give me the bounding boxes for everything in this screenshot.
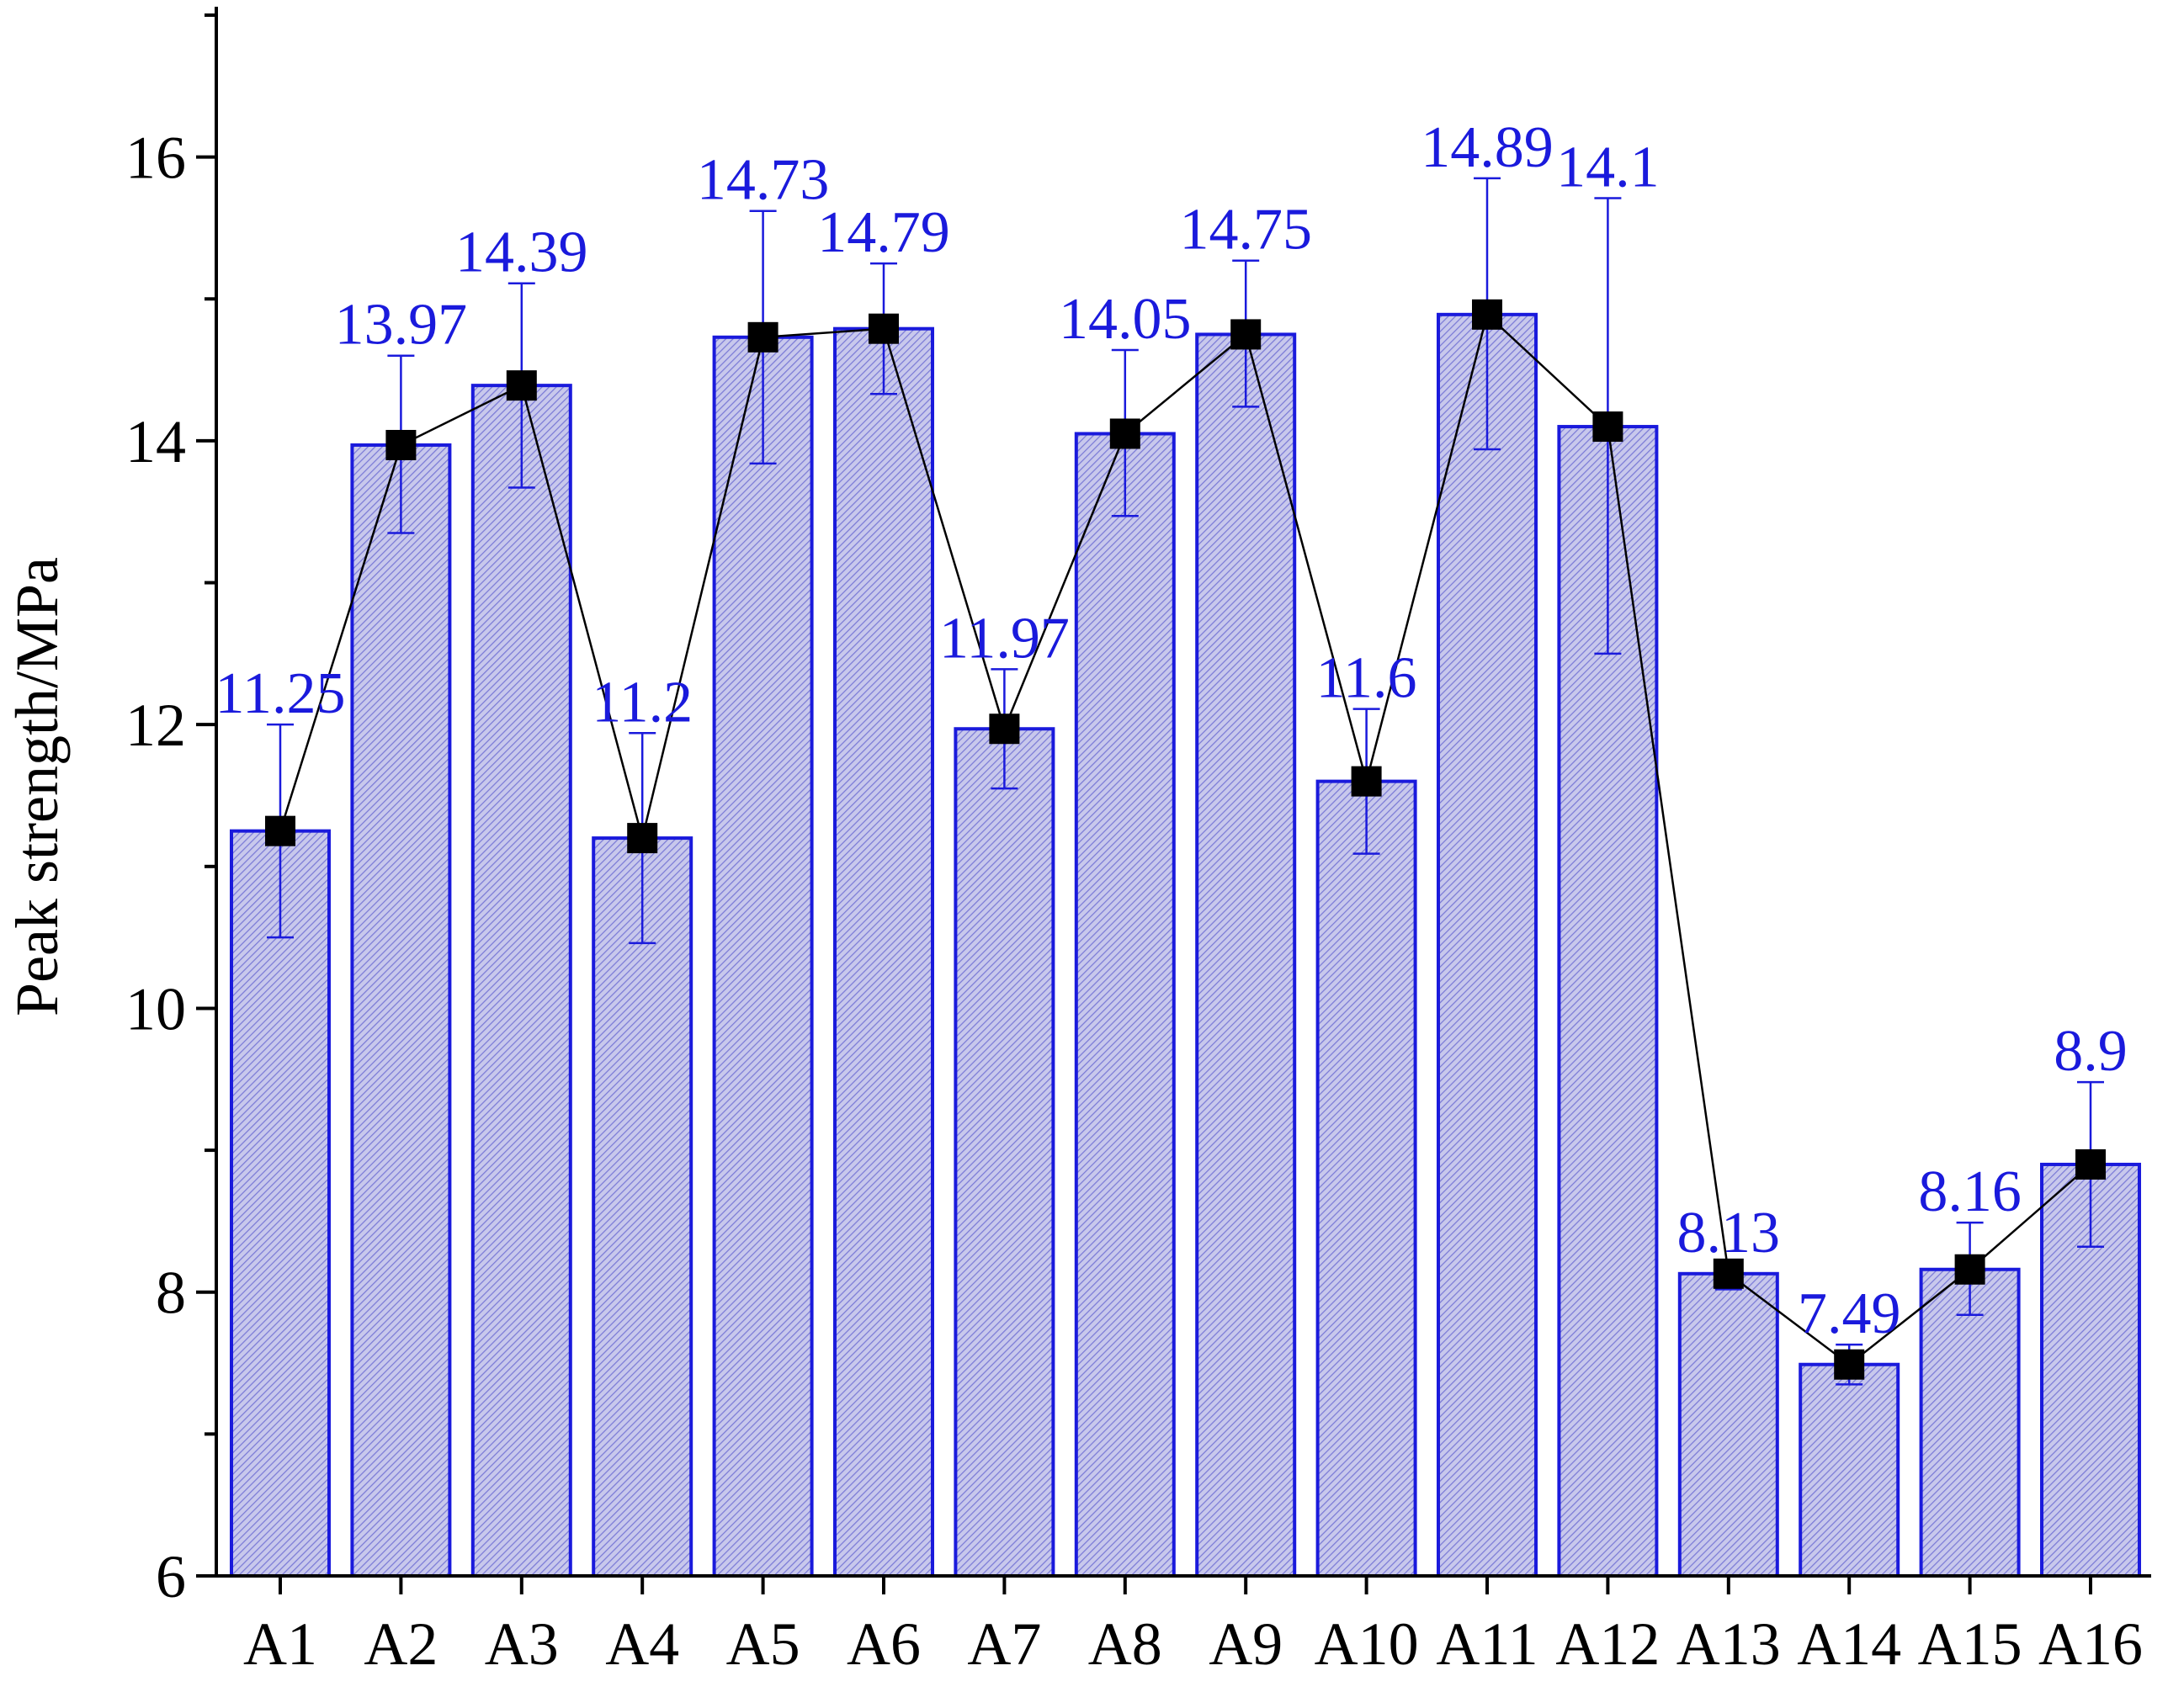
marker-A9 bbox=[1230, 319, 1262, 350]
marker-A6 bbox=[869, 313, 899, 344]
bar-A11 bbox=[1437, 312, 1538, 1578]
value-label-A8: 14.05 bbox=[1059, 287, 1192, 352]
marker-A13 bbox=[1713, 1258, 1744, 1289]
y-axis-title: Peak strength/MPa bbox=[3, 557, 71, 1016]
x-tick-label-A7: A7 bbox=[967, 1610, 1041, 1678]
x-tick-label-A5: A5 bbox=[726, 1610, 800, 1678]
bar-A2 bbox=[350, 443, 452, 1578]
bar-A5 bbox=[712, 335, 814, 1578]
value-label-A16: 8.9 bbox=[2054, 1019, 2128, 1084]
marker-A7 bbox=[989, 713, 1020, 745]
bar-A1 bbox=[230, 829, 331, 1578]
bar-A14 bbox=[1799, 1362, 1900, 1578]
connecting-line bbox=[279, 312, 2091, 1366]
value-label-A11: 14.89 bbox=[1421, 115, 1554, 180]
value-label-A3: 14.39 bbox=[455, 220, 588, 285]
value-label-A7: 11.97 bbox=[939, 606, 1070, 671]
bar-A6 bbox=[833, 326, 934, 1578]
marker-A8 bbox=[1109, 418, 1140, 449]
marker-A15 bbox=[1954, 1254, 1985, 1285]
bar-A10 bbox=[1315, 779, 1417, 1578]
marker-A5 bbox=[747, 321, 778, 353]
y-tick-label-12: 12 bbox=[125, 692, 186, 759]
bar-A7 bbox=[954, 727, 1055, 1578]
bar-A3 bbox=[470, 384, 572, 1578]
x-tick-label-A9: A9 bbox=[1209, 1610, 1283, 1678]
marker-A14 bbox=[1834, 1349, 1865, 1380]
marker-A4 bbox=[627, 823, 658, 854]
x-tick-label-A12: A12 bbox=[1555, 1610, 1660, 1678]
x-tick-label-A6: A6 bbox=[847, 1610, 921, 1678]
value-label-A15: 8.16 bbox=[1918, 1159, 2022, 1224]
y-tick-label-14: 14 bbox=[125, 408, 186, 475]
marker-A2 bbox=[385, 429, 417, 460]
x-tick-label-A15: A15 bbox=[1918, 1610, 2022, 1678]
x-tick-label-A14: A14 bbox=[1797, 1610, 1901, 1678]
bar-A13 bbox=[1677, 1271, 1779, 1578]
x-tick-label-A2: A2 bbox=[364, 1610, 438, 1678]
x-tick-label-A11: A11 bbox=[1436, 1610, 1538, 1678]
x-tick-label-A13: A13 bbox=[1676, 1610, 1781, 1678]
value-label-A6: 14.79 bbox=[817, 200, 950, 265]
y-tick-label-10: 10 bbox=[125, 975, 186, 1042]
x-tick-label-A10: A10 bbox=[1315, 1610, 1419, 1678]
marker-A10 bbox=[1351, 766, 1382, 797]
value-label-A14: 7.49 bbox=[1798, 1281, 1901, 1346]
x-tick-label-A3: A3 bbox=[485, 1610, 559, 1678]
bar-A8 bbox=[1074, 432, 1176, 1578]
x-tick-label-A16: A16 bbox=[2038, 1610, 2143, 1678]
marker-A16 bbox=[2075, 1148, 2106, 1180]
value-label-A4: 11.2 bbox=[592, 670, 693, 735]
marker-A12 bbox=[1592, 411, 1623, 443]
x-tick-label-A1: A1 bbox=[243, 1610, 317, 1678]
value-label-A10: 11.6 bbox=[1316, 646, 1417, 711]
x-tick-label-A4: A4 bbox=[605, 1610, 679, 1678]
value-label-A5: 14.73 bbox=[697, 148, 830, 213]
marker-A11 bbox=[1472, 299, 1502, 330]
marker-A1 bbox=[265, 815, 295, 846]
connecting-line-layer bbox=[265, 299, 2106, 1380]
y-tick-label-8: 8 bbox=[156, 1260, 186, 1327]
marker-A3 bbox=[506, 370, 537, 401]
bars-layer bbox=[230, 312, 2141, 1578]
value-label-A1: 11.25 bbox=[215, 661, 346, 726]
x-tick-label-A8: A8 bbox=[1088, 1610, 1162, 1678]
value-label-A12: 14.1 bbox=[1556, 135, 1660, 200]
y-tick-label-16: 16 bbox=[125, 125, 186, 192]
value-label-A2: 13.97 bbox=[335, 293, 468, 358]
value-label-A9: 14.75 bbox=[1179, 198, 1312, 263]
y-tick-label-6: 6 bbox=[156, 1543, 186, 1610]
bar-A9 bbox=[1195, 332, 1297, 1578]
bar-A15 bbox=[1919, 1267, 2021, 1578]
value-label-A13: 8.13 bbox=[1677, 1201, 1781, 1265]
axes-layer: 6 8 10 12 14 16 A1 A2 A3 A4 A5 A6 A7 A8 A9 A10 A11 A12 A13… bbox=[125, 7, 2151, 1678]
bar-A4 bbox=[592, 836, 693, 1578]
